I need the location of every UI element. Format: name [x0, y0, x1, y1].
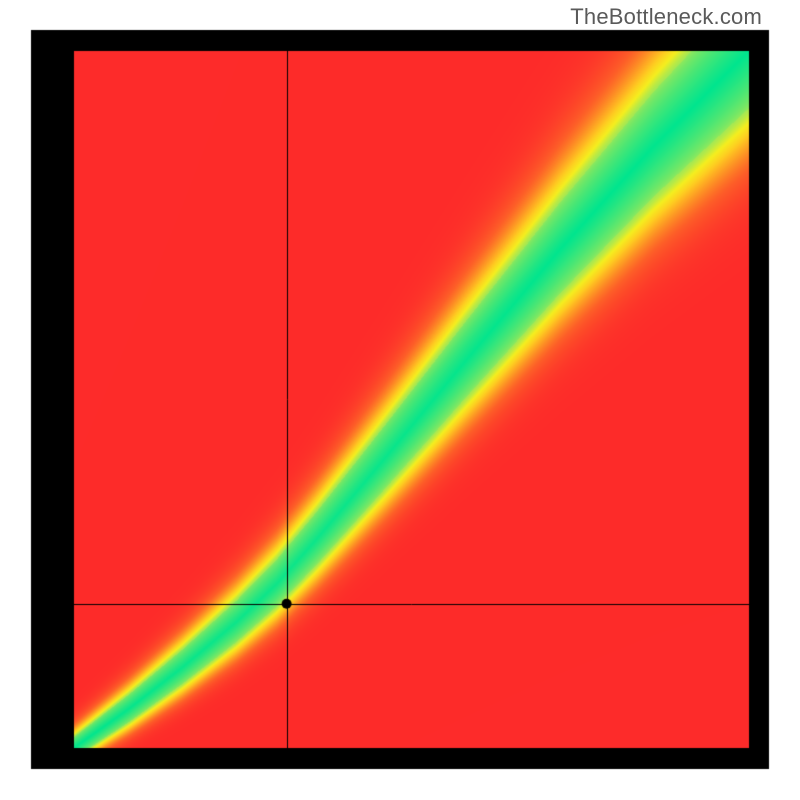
- chart-container: TheBottleneck.com: [0, 0, 800, 800]
- bottleneck-heatmap: [0, 0, 800, 800]
